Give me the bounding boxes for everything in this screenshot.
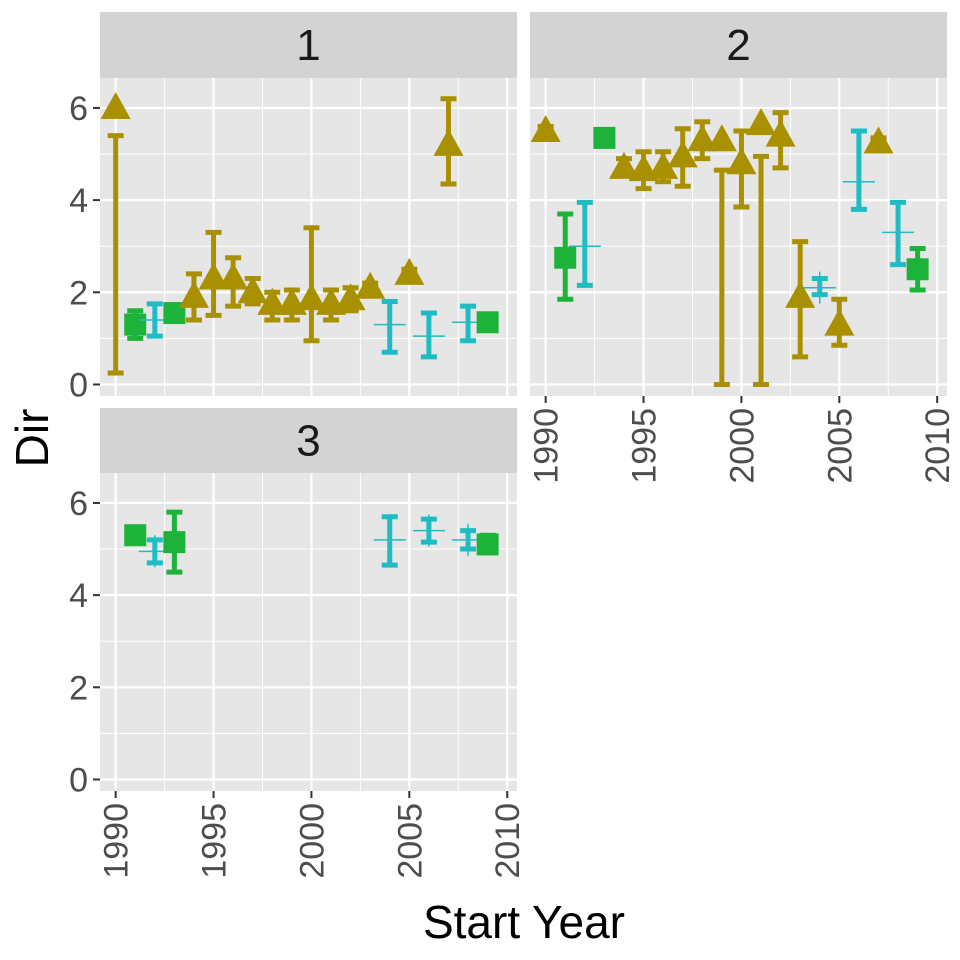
x-tick-label: 2005 bbox=[821, 408, 859, 484]
data-point-plus bbox=[373, 308, 406, 341]
data-point-triangle bbox=[100, 91, 131, 119]
data-point-triangle bbox=[608, 151, 639, 179]
data-point-triangle bbox=[667, 140, 698, 168]
panel-background bbox=[100, 78, 517, 396]
panel-background bbox=[100, 473, 517, 791]
facet-strip-label: 1 bbox=[296, 21, 320, 70]
data-point-triangle bbox=[218, 262, 249, 290]
data-point-triangle bbox=[257, 287, 288, 315]
data-point-triangle bbox=[394, 257, 425, 285]
data-point-square bbox=[476, 311, 499, 334]
x-tick-label: 2010 bbox=[489, 803, 527, 879]
data-point-square bbox=[124, 524, 147, 547]
data-point-triangle bbox=[237, 276, 268, 304]
data-point-triangle bbox=[530, 115, 561, 142]
y-axis-title: Dir bbox=[6, 409, 58, 468]
data-point-plus bbox=[568, 230, 601, 263]
data-point-triangle bbox=[433, 128, 464, 156]
x-tick-label: 1995 bbox=[196, 803, 234, 879]
data-point-square bbox=[124, 313, 147, 336]
data-point-triangle bbox=[355, 271, 386, 299]
x-tick-label: 1990 bbox=[528, 408, 566, 484]
data-point-plus bbox=[373, 523, 406, 556]
y-tick-label: 0 bbox=[69, 366, 88, 404]
error-bar bbox=[107, 133, 124, 376]
x-tick-label: 2000 bbox=[293, 803, 331, 879]
facet-strip bbox=[530, 12, 947, 78]
x-tick-label: 2010 bbox=[919, 408, 957, 484]
y-tick-label: 6 bbox=[69, 485, 88, 523]
data-point-square bbox=[593, 126, 616, 149]
data-point-triangle bbox=[863, 126, 894, 154]
data-point-triangle bbox=[824, 308, 855, 336]
data-point-triangle bbox=[648, 151, 679, 179]
facet-strip bbox=[100, 408, 517, 473]
facet-panel-1: 1 0 2 4 6 bbox=[69, 12, 517, 404]
data-point-plus bbox=[882, 216, 915, 249]
y-tick-label: 4 bbox=[69, 577, 88, 615]
data-point-triangle bbox=[687, 124, 718, 152]
data-point-square bbox=[906, 258, 929, 281]
y-tick-label: 6 bbox=[69, 90, 88, 128]
x-tick-label: 1990 bbox=[98, 803, 136, 879]
data-point-plus bbox=[412, 514, 445, 547]
data-point-triangle bbox=[178, 280, 209, 308]
x-tick-label: 2000 bbox=[723, 408, 761, 484]
x-tick-label: 1995 bbox=[626, 408, 664, 484]
data-point-plus bbox=[412, 320, 445, 353]
facet-strip-label: 2 bbox=[726, 21, 750, 70]
data-point-square bbox=[554, 246, 577, 269]
data-point-triangle bbox=[785, 280, 816, 308]
data-point-triangle bbox=[198, 262, 229, 290]
data-point-triangle bbox=[746, 108, 777, 136]
data-point-plus bbox=[842, 165, 875, 198]
data-point-square bbox=[476, 533, 499, 556]
data-point-square bbox=[163, 531, 186, 554]
panel-background bbox=[530, 78, 947, 396]
data-point-plus bbox=[803, 271, 836, 304]
data-point-triangle bbox=[765, 119, 796, 147]
facet-strip-label: 3 bbox=[296, 417, 320, 466]
facet-panel-2: 2 1990 1995 2000 2005 2010 bbox=[528, 12, 957, 484]
data-point-triangle bbox=[296, 283, 327, 311]
y-tick-label: 4 bbox=[69, 182, 88, 220]
data-point-triangle bbox=[706, 124, 737, 152]
y-tick-label: 2 bbox=[69, 669, 88, 707]
facet-strip bbox=[100, 12, 517, 78]
y-tick-label: 2 bbox=[69, 274, 88, 312]
error-bar bbox=[713, 167, 730, 387]
x-tick-label: 2005 bbox=[391, 803, 429, 879]
facet-panel-3: 3 0 2 4 6 1990 1995 2000 2005 2010 bbox=[69, 408, 527, 879]
data-point-triangle bbox=[335, 283, 366, 311]
data-point-triangle bbox=[726, 147, 757, 175]
y-tick-label: 0 bbox=[69, 761, 88, 799]
error-bar bbox=[753, 153, 770, 387]
x-axis-title: Start Year bbox=[423, 896, 625, 948]
